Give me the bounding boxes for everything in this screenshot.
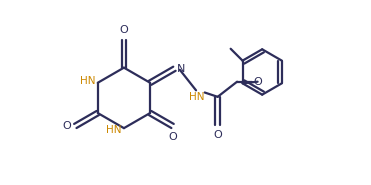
Text: O: O [168, 132, 177, 142]
Text: HN: HN [106, 125, 122, 135]
Text: O: O [253, 77, 262, 87]
Text: O: O [62, 121, 71, 131]
Text: O: O [119, 25, 128, 35]
Text: HN: HN [189, 92, 205, 102]
Text: HN: HN [80, 76, 96, 86]
Text: O: O [213, 130, 222, 140]
Text: N: N [177, 64, 185, 74]
